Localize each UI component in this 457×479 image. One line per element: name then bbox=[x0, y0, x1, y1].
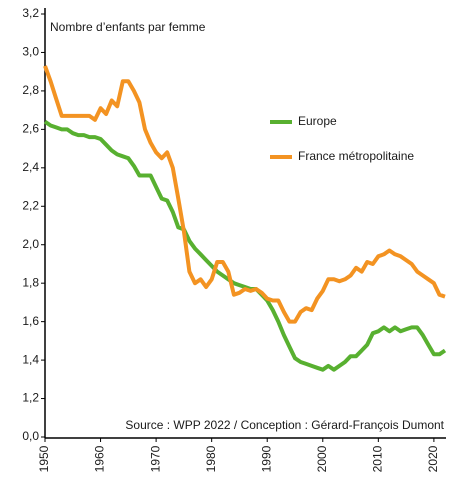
legend-label: France métropolitaine bbox=[298, 149, 414, 163]
y-tick-label: 2,0 bbox=[22, 237, 39, 251]
x-tick-label: 1960 bbox=[93, 445, 107, 472]
y-tick-label: 2,6 bbox=[22, 122, 39, 136]
y-tick-label: 1,2 bbox=[22, 391, 39, 405]
x-tick-label: 2000 bbox=[315, 445, 329, 472]
y-tick-label: 3,2 bbox=[22, 6, 39, 20]
x-tick-label: 1980 bbox=[204, 445, 218, 472]
x-tick-label: 1990 bbox=[259, 445, 273, 472]
x-tick-label: 1950 bbox=[37, 445, 51, 472]
legend-label: Europe bbox=[298, 114, 337, 128]
y-tick-label: 1,8 bbox=[22, 275, 39, 289]
y-tick-label: 1,6 bbox=[22, 314, 39, 328]
y-tick-label: 0,0 bbox=[22, 429, 39, 443]
source-note: Source : WPP 2022 / Conception : Gérard-… bbox=[125, 418, 444, 432]
y-tick-label: 1,4 bbox=[22, 352, 39, 366]
chart-title: Nombre d’enfants par femme bbox=[50, 20, 206, 34]
y-tick-label: 2,2 bbox=[22, 198, 39, 212]
y-tick-label: 3,0 bbox=[22, 45, 39, 59]
series-line bbox=[43, 120, 447, 372]
x-tick-label: 2010 bbox=[371, 445, 385, 472]
series-line bbox=[43, 65, 446, 324]
x-tick-label: 1970 bbox=[148, 445, 162, 472]
x-tick-label: 2020 bbox=[426, 445, 440, 472]
y-tick-label: 2,4 bbox=[22, 160, 39, 174]
y-tick-label: 2,8 bbox=[22, 83, 39, 97]
